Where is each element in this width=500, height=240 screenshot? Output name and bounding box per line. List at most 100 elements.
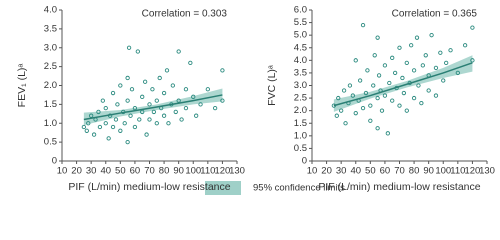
y-tick-label: 6.0 [294,5,307,16]
point [151,109,157,115]
point [372,53,377,58]
point [411,95,417,101]
point [198,102,203,107]
point [125,98,130,103]
y-tick-label: 1.5 [44,99,57,110]
point [368,103,373,108]
point [129,87,135,92]
point [142,79,148,84]
legend-swatch [205,181,241,195]
point [360,106,366,111]
point [433,65,439,71]
point [179,117,184,122]
point [125,75,130,81]
point [135,49,140,54]
point [343,121,348,126]
point [392,70,398,76]
point [220,98,225,103]
y-tick-label: 2.0 [44,80,57,91]
x-tick-label: 110 [450,166,465,177]
point [336,95,341,101]
y-tick-label: 4.0 [44,5,57,16]
y-tick-label: 0.5 [294,143,307,154]
point [126,45,132,50]
y-tick-label: 2.5 [294,93,307,104]
point [103,106,108,111]
x-tick-label: 80 [409,166,420,177]
x-tick-label: 10 [57,166,68,177]
y-tick-label: 1.0 [294,130,307,141]
legend-label: 95% confidence limits [253,183,345,194]
y-axis-label: FEV₁ (L)ᵃ [16,64,28,108]
point [128,113,133,118]
point [122,121,127,126]
x-tick-label: 30 [86,166,97,177]
point [176,98,181,103]
y-tick-label: 2.0 [294,105,307,116]
figure: 95% confidence limits 00.51.01.52.02.53.… [16,5,495,195]
x-tick-label: 100 [435,166,451,177]
point [379,108,385,113]
point [455,70,460,76]
y-tick-label: 0 [302,156,307,167]
y-tick-label: 5.5 [294,17,307,28]
point [97,124,103,130]
point [100,98,105,103]
x-tick-label: 130 [229,166,245,177]
x-axis-label: PIF (L/min) medium-low resistance [318,181,480,193]
y-tick-label: 3.0 [294,80,307,91]
point [137,117,142,122]
y-tick-label: 1.5 [294,118,307,129]
point [357,78,363,83]
point [161,113,167,118]
fit-line [333,62,473,107]
point [429,33,434,38]
point [84,128,89,133]
point [106,136,111,141]
point [132,106,138,111]
point [382,63,388,68]
point [170,83,175,88]
point [375,126,380,131]
point [183,87,189,92]
x-tick-label: 80 [159,166,170,177]
point [212,106,218,111]
point [118,128,123,133]
point [191,94,196,99]
point [363,90,369,96]
y-tick-label: 4.0 [294,55,307,66]
point [404,60,409,65]
y-tick-label: 0 [52,156,57,167]
point [81,124,87,130]
point [382,93,388,98]
point [166,121,171,126]
point [188,60,193,65]
point [89,113,94,118]
x-tick-label: 30 [336,166,347,177]
point [91,132,97,137]
point [371,83,376,88]
point [132,124,138,130]
point [147,102,152,107]
x-tick-label: 50 [365,166,376,177]
point [144,132,149,137]
point [154,98,159,103]
point [96,109,101,115]
x-tick-label: 60 [380,166,391,177]
point [220,68,225,73]
point [441,78,446,83]
x-tick-label: 100 [185,166,201,177]
y-tick-label: 5.0 [294,30,307,41]
y-tick-label: 3.5 [44,23,57,34]
y-tick-label: 3.0 [44,42,57,53]
y-tick-label: 2.5 [44,61,57,72]
point [205,87,210,92]
point [154,121,159,126]
x-tick-label: 70 [394,166,405,177]
point [347,83,353,88]
point [86,121,91,126]
point [365,68,370,73]
point [150,87,155,92]
y-tick-label: 3.5 [294,67,307,78]
point [397,45,402,50]
